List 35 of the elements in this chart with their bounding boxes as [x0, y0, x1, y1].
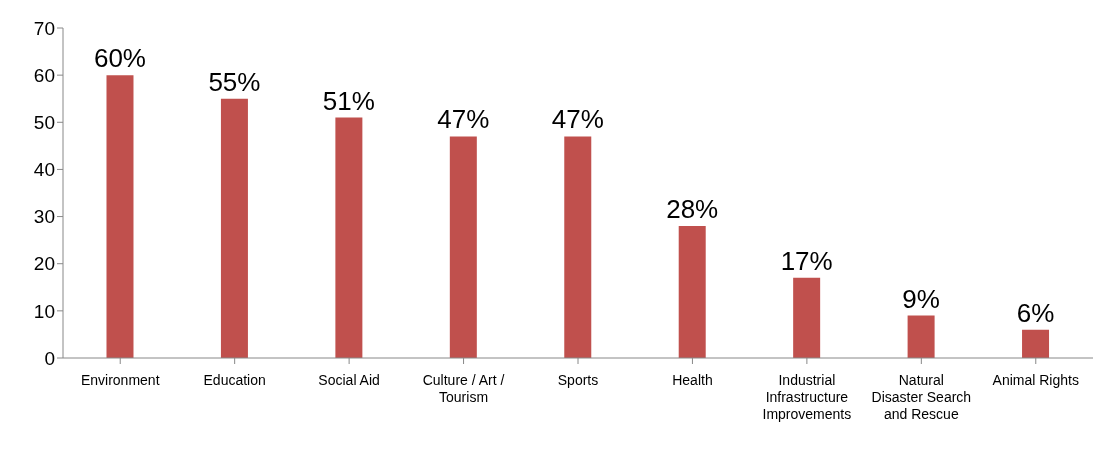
bar [220, 98, 248, 358]
x-tick-label: Culture / Art / Tourism [422, 372, 505, 405]
y-tick-label: 10 [33, 300, 55, 322]
data-label: 17% [780, 245, 833, 276]
bar [678, 226, 706, 358]
bar [564, 136, 592, 358]
y-tick-label: 70 [33, 17, 55, 39]
y-tick-label: 20 [33, 253, 55, 275]
data-label: 9% [902, 283, 940, 314]
bar [335, 117, 363, 358]
x-tick-label: Industrial Infrastructure Improvements [762, 372, 852, 422]
y-tick-label: 0 [44, 347, 55, 369]
y-tick-label: 30 [33, 206, 55, 228]
x-tick-label: Social Aid [318, 372, 380, 389]
data-label: 47% [437, 104, 490, 135]
data-label: 28% [666, 194, 719, 224]
bar [793, 277, 821, 358]
x-tick-label: Environment [80, 372, 160, 389]
x-tick-label: Education [203, 372, 266, 389]
data-label: 6% [1016, 297, 1055, 328]
data-label: 55% [208, 66, 261, 97]
x-tick-label: Natural Disaster Search and Rescue [871, 372, 972, 422]
x-tick-label: Animal Rights [992, 372, 1079, 389]
y-tick-label: 60 [33, 64, 55, 86]
bar [907, 315, 935, 358]
data-label: 60% [93, 43, 147, 74]
y-tick-label: 50 [33, 112, 55, 134]
bar [106, 75, 134, 358]
data-label: 47% [551, 104, 604, 135]
x-tick-label: Health [672, 372, 713, 389]
bar [1022, 329, 1050, 358]
y-tick-label: 40 [33, 159, 55, 181]
bar [449, 136, 477, 358]
data-label: 51% [322, 85, 375, 116]
x-tick-label: Sports [557, 372, 599, 389]
